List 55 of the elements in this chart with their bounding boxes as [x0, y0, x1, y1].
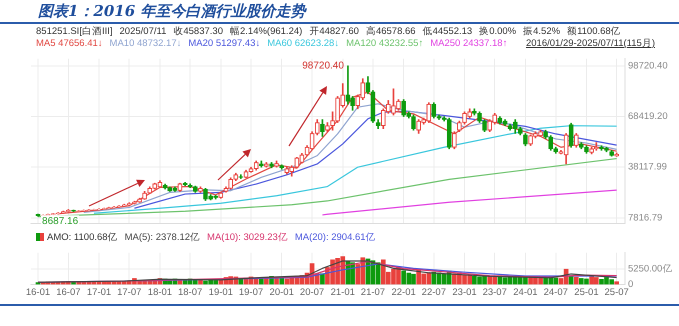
text: 低44552.13: [422, 26, 472, 38]
annotation: 8687.16: [42, 216, 79, 228]
x-tick-label: 24-01: [513, 286, 538, 298]
x-tick-label: 18-01: [148, 286, 172, 298]
text: MA10 48732.17↓: [110, 38, 182, 50]
y-tick-label: 68419.20: [628, 111, 668, 122]
y-tick-label: 98720.40: [628, 60, 668, 72]
x-tick-label: 16-07: [56, 286, 81, 298]
text: 851251.SI[白酒III]: [36, 26, 113, 38]
x-tick-label: 22-01: [391, 286, 416, 298]
text: 换0.00%: [479, 26, 516, 38]
text: MA(5): 2378.12亿: [124, 232, 200, 244]
x-tick-label: 21-01: [330, 286, 355, 298]
x-tick-label: 20-07: [300, 286, 324, 298]
text: 2025/07/11: [120, 26, 166, 38]
bar: [198, 280, 203, 284]
x-tick-label: 24-07: [544, 286, 568, 298]
y-tick-label: 38117.99: [628, 162, 667, 173]
x-tick-label: 18-07: [178, 286, 202, 298]
candlestick: [346, 66, 350, 104]
text: 高46578.66: [366, 26, 416, 38]
x-tick-label: 21-07: [360, 286, 386, 298]
y-tick-label: 0: [628, 279, 634, 290]
x-tick-label: 17-01: [86, 286, 112, 298]
text: 振4.52%: [523, 26, 560, 38]
bar: [574, 276, 579, 284]
x-tick-label: 17-07: [117, 286, 142, 298]
legend-label: AMO: 1100.68亿: [47, 232, 118, 243]
x-tick-label: 19-07: [238, 286, 264, 298]
x-tick-label: 25-01: [574, 286, 599, 298]
x-tick-label: 25-07: [604, 286, 629, 298]
bar: [614, 281, 619, 284]
text: MA120 43232.55↑: [346, 38, 424, 50]
x-tick-label: 23-07: [482, 286, 507, 298]
text: 收45837.30: [173, 26, 223, 38]
text: MA(10): 3029.23亿: [207, 232, 288, 244]
text: 额1100.68亿: [567, 26, 621, 38]
text: MA(20): 2904.61亿: [294, 232, 376, 244]
text: 幅2.14%(961.24): [230, 26, 302, 38]
x-tick-label: 20-01: [270, 286, 294, 298]
bar: [594, 277, 599, 284]
text: MA20 51297.43↓: [188, 38, 260, 50]
text: MA60 62623.28↓: [267, 38, 340, 50]
x-tick-label: 22-07: [422, 286, 446, 298]
text: 开44827.60: [309, 26, 359, 38]
chart-title: 图表1：2016 年至今白酒行业股价走势: [0, 0, 679, 24]
text: MA250 24337.18↑: [430, 38, 508, 50]
y-tick-label: 7816.79: [628, 212, 662, 224]
annotation: 98720.40: [302, 60, 344, 72]
x-tick-label: 19-01: [208, 286, 233, 298]
text: 2016/01/29-2025/07/11(115月): [526, 38, 655, 50]
y-tick-label: 5250.00亿: [628, 264, 672, 275]
x-tick-label: 23-01: [452, 286, 477, 298]
text: MA5 47656.41↓: [36, 38, 103, 50]
x-tick-label: 16-01: [26, 286, 50, 298]
